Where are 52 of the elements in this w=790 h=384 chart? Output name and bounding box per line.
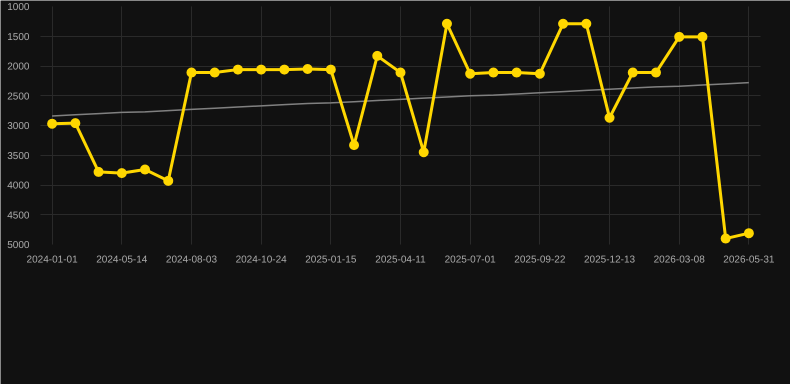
x-tick-label: 2025-09-22 [514,254,566,266]
point [418,147,429,158]
x-tick-label: 2024-10-24 [236,254,288,266]
point [720,234,731,244]
y-tick-label: 5000 [7,240,30,251]
point [604,112,615,123]
point [140,164,150,175]
x-tick-label: 2025-01-15 [305,254,357,266]
point [697,32,708,42]
point [256,64,266,75]
point [512,68,522,78]
x-tick-label: 2024-05-14 [96,254,148,266]
point [279,64,290,75]
point [326,64,336,75]
x-tick-label: 2026-05-31 [723,254,775,266]
point [372,50,382,61]
point [674,32,684,42]
y-tick-label: 3000 [7,121,30,132]
point [744,228,754,238]
point [465,68,476,79]
point [628,68,638,78]
x-tick-label: 2024-08-03 [166,254,218,266]
point [210,68,220,78]
point [650,68,661,78]
point [349,140,360,150]
point [94,166,104,177]
x-tick-label: 2024-01-01 [26,254,78,266]
point [534,68,545,79]
y-tick-label: 4000 [7,180,30,192]
x-tick-label: 2025-07-01 [444,254,496,266]
x-tick-label: 2026-03-08 [654,254,706,266]
y-tick-label: 2500 [7,91,30,102]
point [116,168,127,178]
point [442,18,452,29]
x-tick-label: 2025-04-11 [375,254,426,266]
line-series [51,82,750,117]
point [186,68,196,78]
y-tick-label: 2000 [7,62,30,72]
point [47,118,58,129]
point [302,64,313,74]
y-tick-label: 3500 [7,150,30,162]
y-tick-label: 1500 [7,32,30,43]
point [232,64,243,75]
point [581,18,592,29]
point [70,118,80,128]
point [396,68,406,78]
point [488,68,498,78]
x-tick-label: 2025-12-13 [584,254,636,266]
y-tick-label: 4500 [7,210,30,222]
point [558,18,568,29]
point [163,176,174,186]
y-tick-label: 1000 [7,2,30,13]
